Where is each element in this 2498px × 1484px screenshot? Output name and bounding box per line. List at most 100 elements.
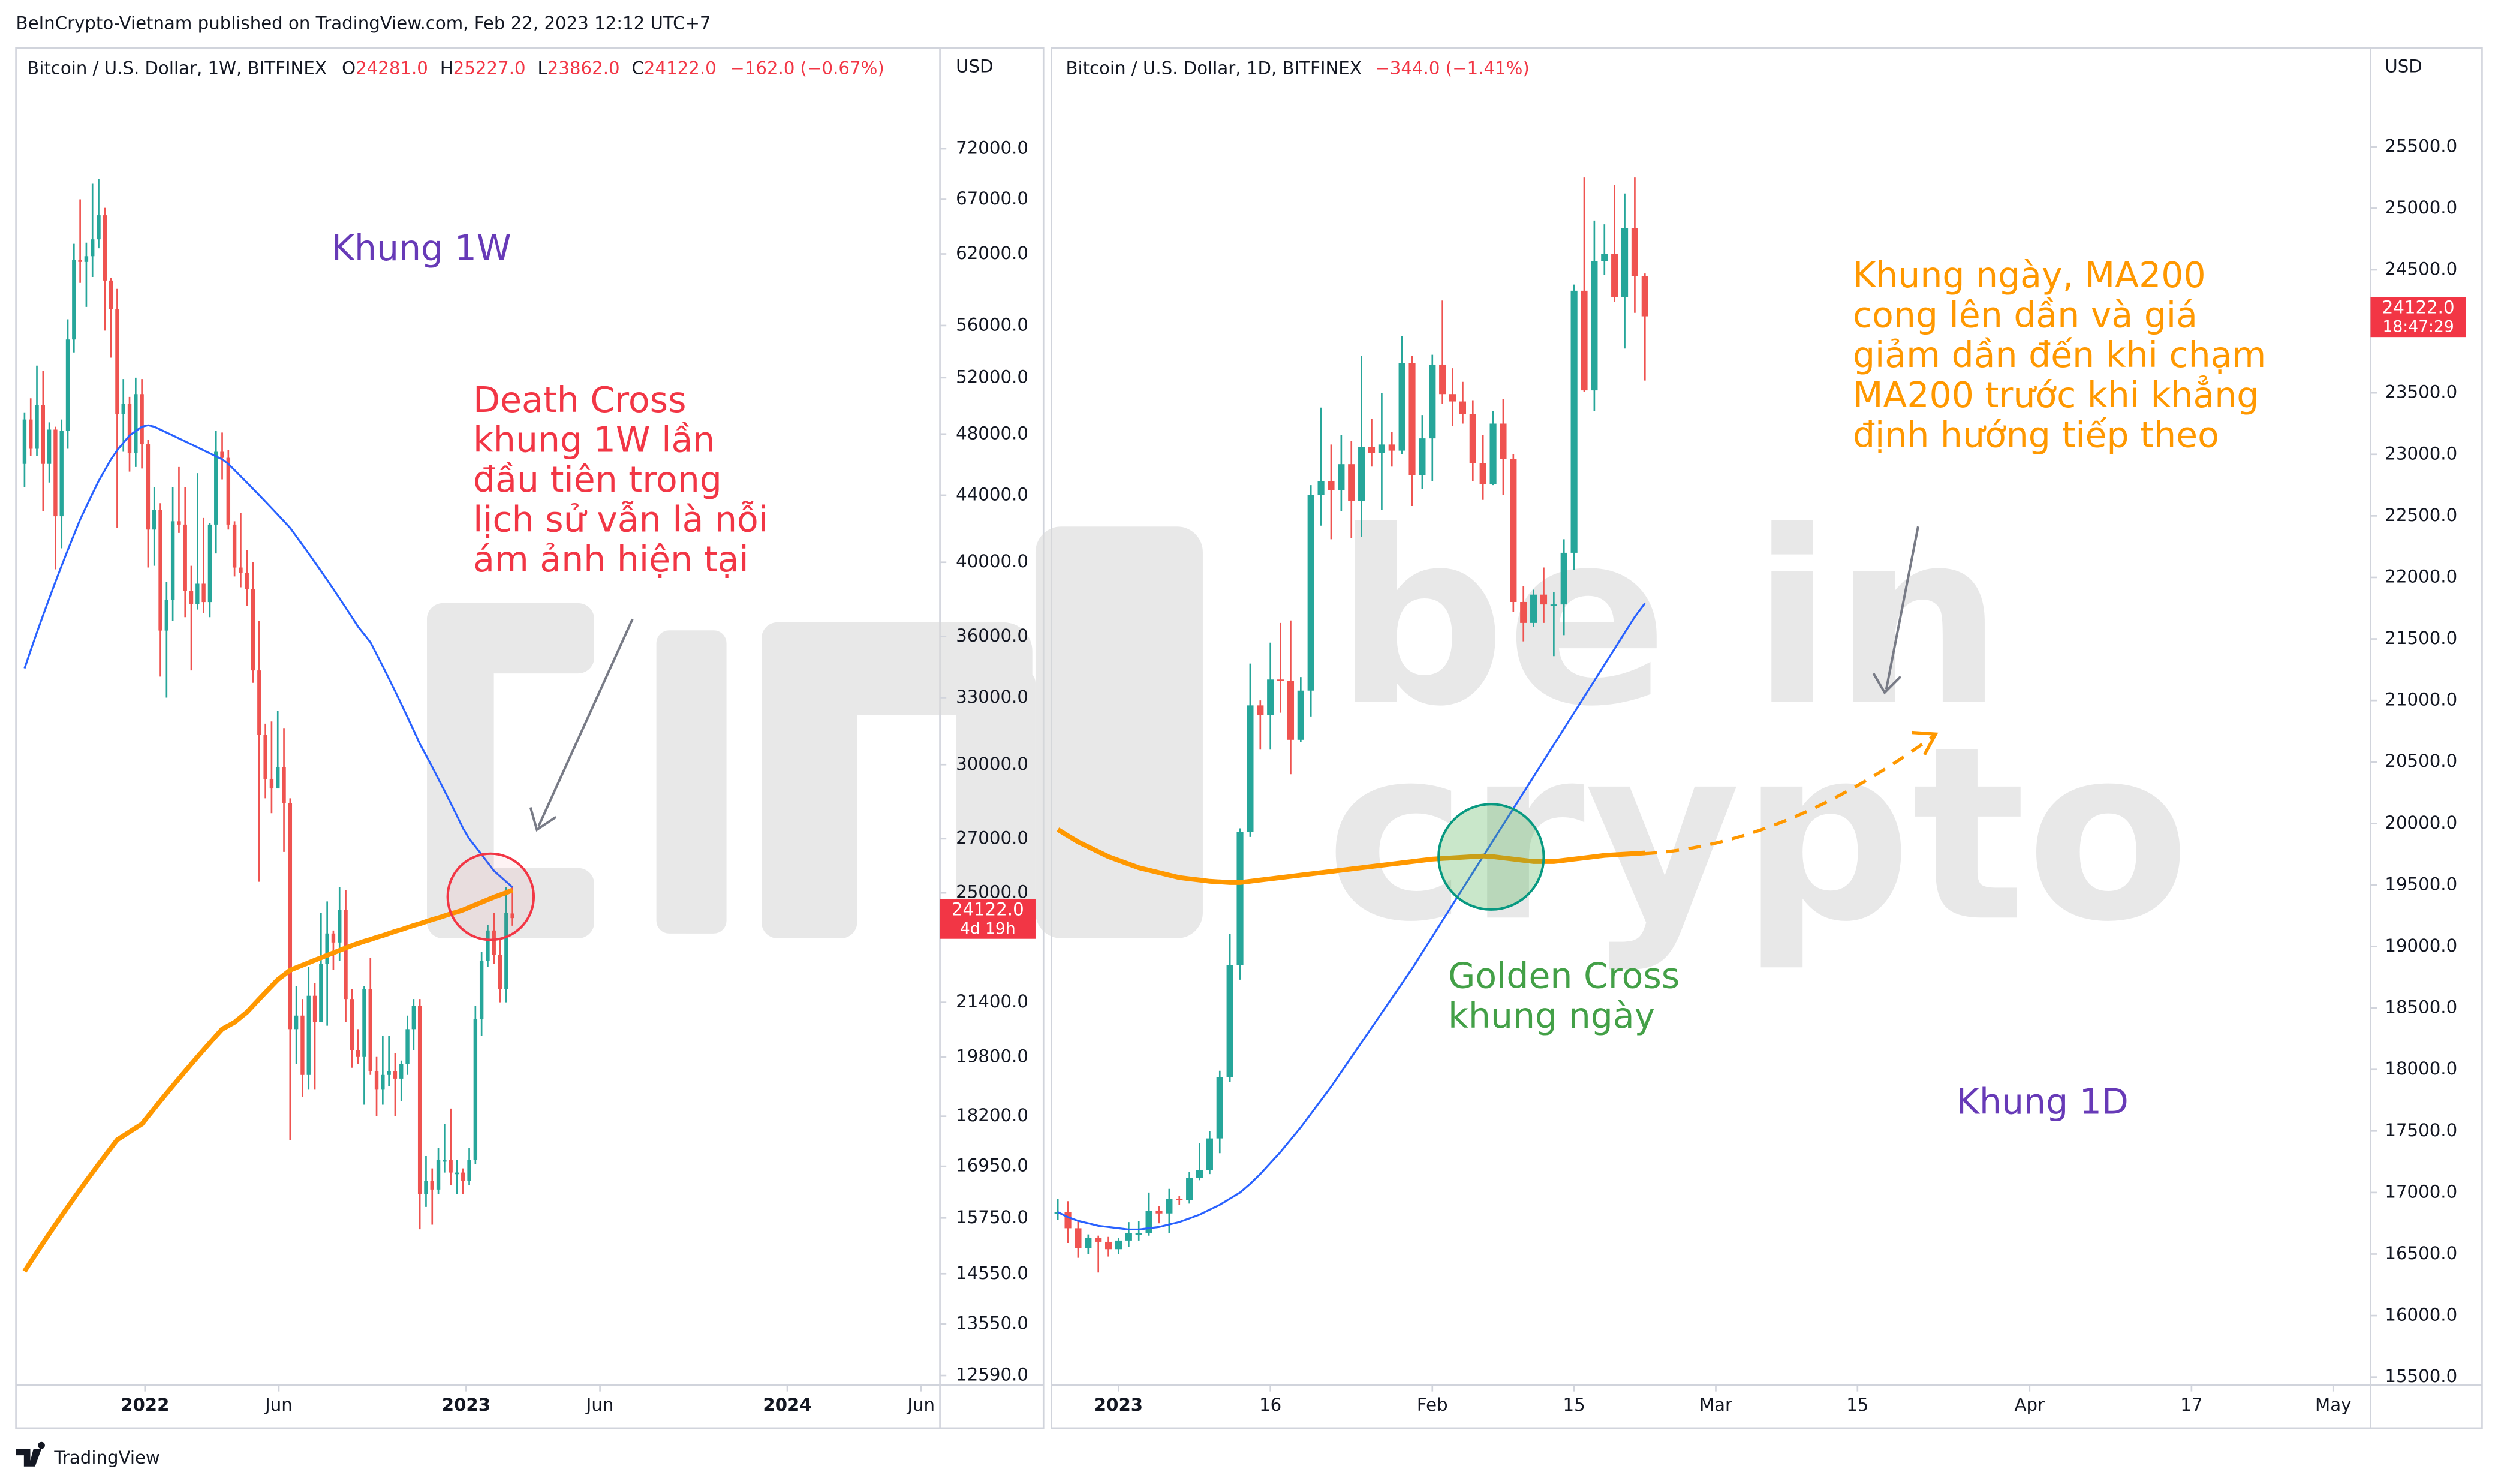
candle-body [1581,290,1588,391]
candle-body [257,670,261,735]
candle-body [374,1071,379,1090]
candle-body [91,239,95,257]
candle-body [109,280,113,310]
y-tick-label: 22000.0 [2385,566,2457,586]
candle-body [214,451,218,525]
watermark: be in crypto [427,481,2190,974]
y-tick-label: 20000.0 [2385,812,2457,833]
candle-body [479,961,484,1019]
candle-body [498,955,502,989]
price-label-box [940,899,1036,939]
candle-body [1247,705,1254,832]
frame-label: Khung 1D [1957,1082,2129,1122]
x-tick-label: 2023 [1094,1395,1143,1415]
candle-body [381,1074,385,1090]
y-tick-label: 20500.0 [2385,751,2457,771]
candle-body [1469,414,1476,463]
y-tick-label: 13550.0 [956,1313,1028,1333]
y-tick-label: 48000.0 [956,423,1028,443]
publish-header: BeInCrypto-Vietnam published on TradingV… [16,13,711,33]
candle-body [1166,1199,1173,1214]
arrow [1885,526,1919,690]
candle-body [1328,481,1335,490]
price-timer: 4d 19h [960,919,1016,938]
currency-label: USD [956,56,993,76]
candle-body [1196,1170,1203,1178]
watermark-text: be in [1335,481,2003,759]
x-tick-label: 2024 [763,1395,811,1415]
plot-layer: 72000.0 67000.0 62000.0 56000.0 52000.0 48000… [22,136,2466,1415]
y-tick-label: 56000.0 [956,314,1028,335]
candle-body [331,933,336,943]
y-tick-label: 16000.0 [2385,1305,2457,1325]
y-tick-label: 44000.0 [956,484,1028,504]
candle-body [449,1160,453,1173]
y-tick-label: 30000.0 [956,754,1028,774]
candle-body [319,964,323,1022]
candle-body [356,1050,360,1057]
candle-body [1206,1138,1213,1170]
candle-body [1236,832,1244,965]
candle-body [1560,552,1567,605]
candle-body [467,1160,471,1181]
candle-body [430,1181,434,1190]
x-tick-label: 2022 [121,1395,169,1415]
candle-body [164,600,169,631]
candle-body [65,339,70,431]
candle-body [288,803,293,1030]
candle-body [1115,1240,1122,1250]
candle-body [201,583,206,603]
watermark-shape [427,603,494,938]
candle-body [78,260,82,262]
candle-body [195,583,200,604]
candle-body [1459,401,1467,414]
ohlc-key: L [538,58,548,78]
y-tick-label: 21400.0 [956,991,1028,1012]
candle-body [1520,601,1527,623]
candle-body [344,910,348,1000]
annotation-line: ám ảnh hiện tại [473,539,749,580]
candle-body [294,1015,299,1030]
ohlc-key: H [440,58,453,78]
candle-body [312,995,317,1022]
candle-body [1145,1211,1152,1233]
candle-body [1388,444,1395,451]
annotation-line: Death Cross [473,380,686,420]
candle-body [443,1160,447,1162]
candle-body [1105,1241,1112,1250]
arrow-head [529,807,557,832]
candle-body [350,999,354,1050]
candle-body [1378,444,1385,453]
candle-body [1095,1238,1102,1242]
candle-body [1570,290,1578,553]
x-tick-label: Jun [585,1395,614,1415]
arrow [537,618,634,827]
annotation-line: lịch sử vẫn là nỗi [473,499,768,540]
moving-average [1057,603,1646,1231]
right-legend: Bitcoin / U.S. Dollar, 1D, BITFINEX −344… [1066,58,1529,78]
death-cross-circle [446,852,535,941]
candle-body [140,394,144,445]
candle-body [1135,1233,1142,1235]
candle-body [245,573,249,589]
candle-body [183,524,187,591]
x-tick-label: Mar [1699,1395,1733,1415]
candle-body [1358,447,1365,501]
y-tick-label: 27000.0 [956,827,1028,848]
candle-body [417,1006,422,1194]
footer-brand: TradingView [53,1447,159,1468]
candle-body [1257,705,1264,715]
candle-body [300,1015,305,1075]
candle-body [1408,363,1416,475]
candle-body [1439,364,1446,395]
change: −344.0 (−1.41%) [1375,58,1529,78]
x-tick-label: Feb [1417,1395,1448,1415]
ohlc-value: 24281.0 [356,58,428,78]
y-tick-label: 17500.0 [2385,1120,2457,1140]
candle-body [306,995,311,1075]
footer-logo [16,1441,45,1467]
candle-body [1186,1178,1193,1200]
symbol: Bitcoin / U.S. Dollar, 1W, BITFINEX [27,58,327,78]
candle-body [411,1006,416,1030]
y-tick-label: 40000.0 [956,551,1028,571]
